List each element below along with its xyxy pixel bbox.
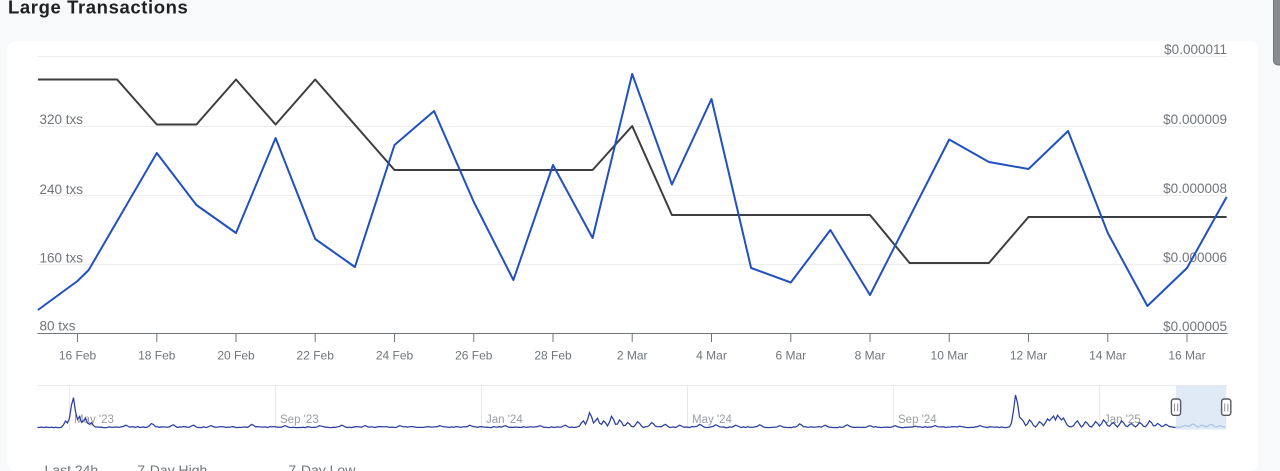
svg-text:May '23: May '23 <box>74 414 114 426</box>
svg-text:10 Mar: 10 Mar <box>931 349 968 363</box>
svg-text:Large Transactions: Large Transactions <box>8 0 188 18</box>
svg-text:28 Feb: 28 Feb <box>534 349 572 363</box>
svg-text:Jan '24: Jan '24 <box>486 414 523 426</box>
svg-text:14 Mar: 14 Mar <box>1089 349 1126 363</box>
svg-text:7-Day High: 7-Day High <box>137 462 207 471</box>
svg-text:$0.000011: $0.000011 <box>1164 42 1227 57</box>
svg-text:12 Mar: 12 Mar <box>1010 349 1047 363</box>
svg-text:26 Feb: 26 Feb <box>455 349 493 363</box>
svg-text:7-Day Low: 7-Day Low <box>288 462 356 471</box>
svg-text:8 Mar: 8 Mar <box>855 349 886 363</box>
svg-text:22 Feb: 22 Feb <box>297 349 335 363</box>
svg-text:$0.000005: $0.000005 <box>1163 319 1227 334</box>
svg-text:$0.000009: $0.000009 <box>1163 112 1227 127</box>
svg-text:16 Mar: 16 Mar <box>1168 349 1205 363</box>
svg-text:6 Mar: 6 Mar <box>775 349 806 363</box>
svg-text:2 Mar: 2 Mar <box>617 349 648 363</box>
svg-text:4 Mar: 4 Mar <box>696 349 727 363</box>
svg-text:80 txs: 80 txs <box>40 319 76 334</box>
svg-text:160 txs: 160 txs <box>40 250 84 265</box>
svg-text:20 Feb: 20 Feb <box>217 349 255 363</box>
svg-text:18 Feb: 18 Feb <box>138 349 176 363</box>
svg-text:$0.000008: $0.000008 <box>1163 181 1227 196</box>
svg-text:320 txs: 320 txs <box>40 112 84 127</box>
svg-text:16 Feb: 16 Feb <box>59 349 97 363</box>
svg-text:240 txs: 240 txs <box>40 182 84 197</box>
svg-text:Sep '24: Sep '24 <box>898 414 937 426</box>
svg-text:May '24: May '24 <box>692 414 733 426</box>
svg-text:Sep '23: Sep '23 <box>280 414 319 426</box>
svg-text:Last 24h: Last 24h <box>45 462 99 471</box>
svg-text:$0.000006: $0.000006 <box>1163 250 1227 265</box>
svg-text:24 Feb: 24 Feb <box>376 349 414 363</box>
svg-text:Jan '25: Jan '25 <box>1104 414 1141 426</box>
